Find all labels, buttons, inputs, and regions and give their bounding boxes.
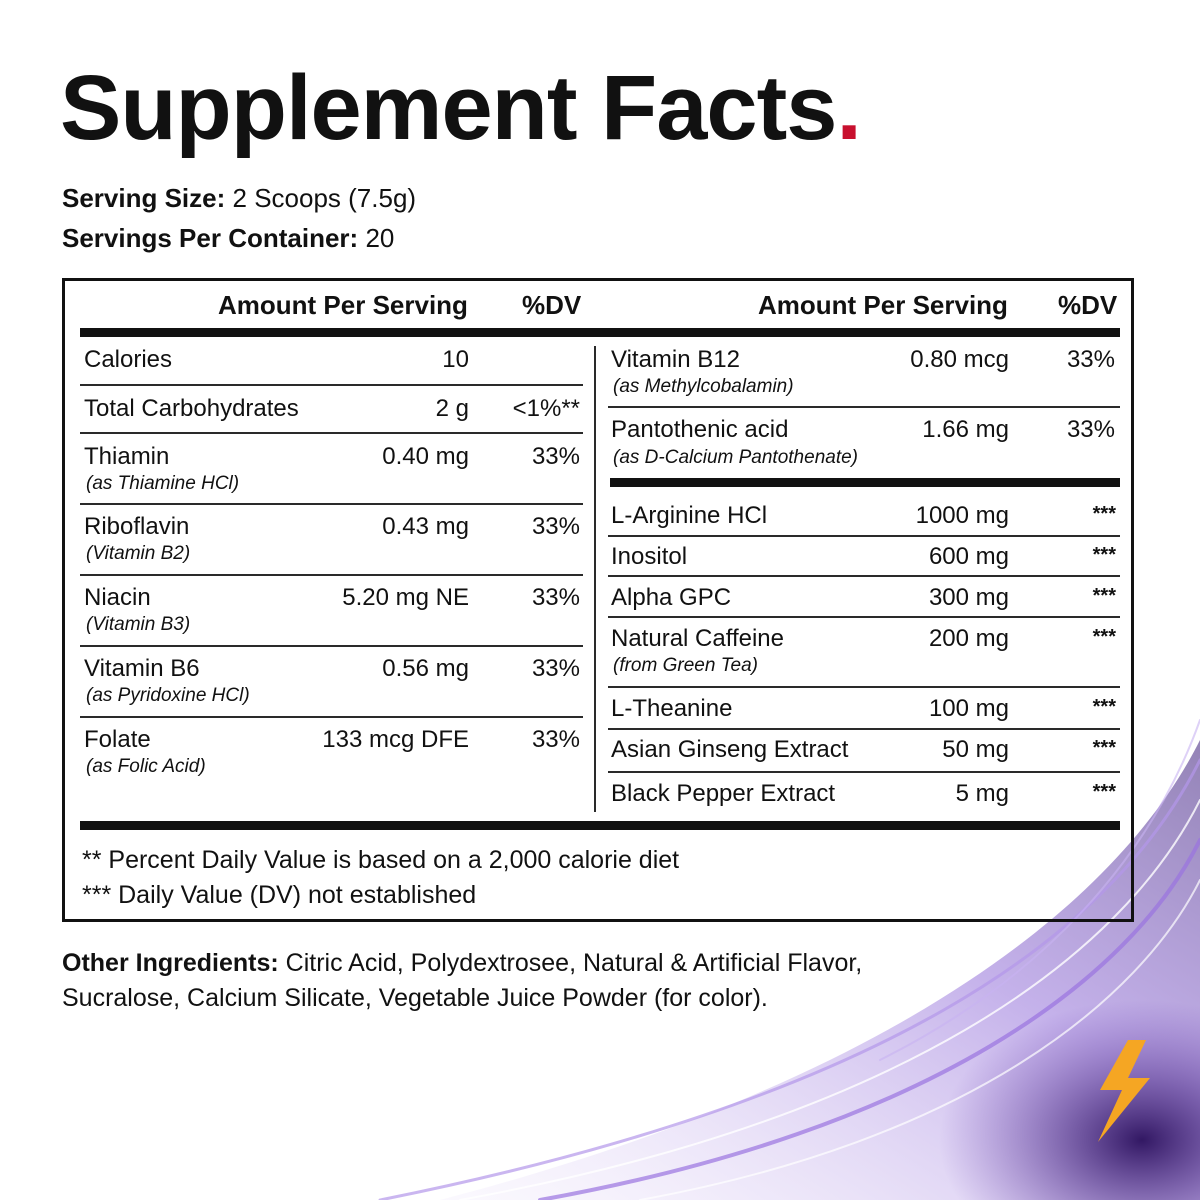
nutrient-name: Folate: [84, 726, 151, 753]
nutrient-name: Black Pepper Extract: [611, 780, 836, 807]
nutrient-dv: 33%: [531, 655, 580, 682]
nutrient-amount: 0.40 mg: [382, 443, 469, 470]
nutrient-name: Natural Caffeine: [611, 625, 784, 652]
row-divider: [80, 384, 583, 386]
title-accent-dot: .: [836, 57, 862, 159]
row-divider: [80, 432, 583, 434]
nutrient-amount: 5 mg: [955, 780, 1009, 807]
nutrient-dv: 33%: [531, 513, 580, 540]
nutrient-name: Pantothenic acid: [611, 416, 789, 443]
serving-size: Serving Size: 2 Scoops (7.5g): [62, 183, 417, 213]
row-divider: [608, 771, 1120, 773]
nutrient-source: (as D-Calcium Pantothenate): [613, 447, 858, 468]
facts-panel: [62, 278, 1134, 922]
nutrient-amount: 1.66 mg: [922, 416, 1009, 443]
nutrient-amount: 2 g: [435, 395, 469, 422]
row-divider: [608, 686, 1120, 688]
right-amount-header: Amount Per Serving: [758, 290, 1008, 320]
nutrient-dv: ***: [1092, 585, 1116, 607]
nutrient-amount: 133 mcg DFE: [322, 726, 469, 753]
nutrient-dv: 33%: [1066, 346, 1115, 373]
lightning-bolt-icon: [1098, 1040, 1150, 1142]
row-divider: [80, 645, 583, 647]
nutrient-source: (as Pyridoxine HCl): [86, 685, 250, 706]
left-dv-header: %DV: [522, 290, 582, 320]
nutrient-name: Thiamin: [84, 443, 170, 470]
nutrient-name: Vitamin B6: [84, 655, 200, 682]
nutrient-amount: 10: [442, 346, 469, 373]
footer-divider: [80, 821, 1120, 830]
nutrient-source: (as Folic Acid): [86, 756, 206, 777]
nutrient-source: (Vitamin B2): [86, 543, 191, 564]
other-ingredients: Other Ingredients: Citric Acid, Polydext…: [62, 949, 863, 1012]
nutrient-name: Vitamin B12: [611, 346, 740, 373]
nutrient-name: L-Theanine: [611, 695, 733, 722]
nutrient-amount: 600 mg: [928, 543, 1009, 570]
nutrient-amount: 0.80 mcg: [910, 346, 1009, 373]
nutrient-dv: 33%: [531, 584, 580, 611]
nutrient-source: (as Thiamine HCl): [86, 473, 240, 494]
nutrient-amount: 300 mg: [928, 584, 1009, 611]
nutrient-name: Riboflavin: [84, 513, 190, 540]
row-divider: [80, 574, 583, 576]
page-title: Supplement Facts.: [60, 57, 862, 159]
nutrient-dv: ***: [1092, 503, 1116, 525]
nutrient-amount: 200 mg: [928, 625, 1009, 652]
row-divider: [608, 616, 1120, 618]
row-divider: [608, 575, 1120, 577]
nutrient-amount: 5.20 mg NE: [342, 584, 469, 611]
nutrient-dv: 33%: [531, 726, 580, 753]
header-divider: [80, 328, 1120, 337]
nutrient-name: Inositol: [611, 543, 688, 570]
row-divider: [608, 406, 1120, 408]
nutrient-name: Alpha GPC: [611, 584, 732, 611]
nutrient-source: (from Green Tea): [613, 655, 759, 676]
row-divider: [608, 535, 1120, 537]
nutrient-amount: 0.56 mg: [382, 655, 469, 682]
footnote-daily-value: ** Percent Daily Value is based on a 2,0…: [82, 846, 680, 874]
nutrient-source: (Vitamin B3): [86, 614, 191, 635]
nutrient-source: (as Methylcobalamin): [613, 376, 794, 397]
column-separator: [594, 346, 596, 812]
nutrient-name: Niacin: [84, 584, 151, 611]
nutrient-dv: ***: [1092, 696, 1116, 718]
right-dv-header: %DV: [1058, 290, 1118, 320]
nutrient-dv: ***: [1092, 737, 1116, 759]
nutrient-amount: 100 mg: [928, 695, 1009, 722]
nutrient-dv: 33%: [531, 443, 580, 470]
row-divider: [80, 503, 583, 505]
row-divider: [80, 716, 583, 718]
left-amount-header: Amount Per Serving: [218, 290, 468, 320]
nutrient-amount: 50 mg: [942, 736, 1009, 763]
servings-per-container: Servings Per Container: 20: [62, 223, 395, 253]
nutrient-name: Asian Ginseng Extract: [611, 736, 849, 763]
footnote-not-established: *** Daily Value (DV) not established: [82, 881, 477, 909]
nutrient-dv: ***: [1092, 544, 1116, 566]
nutrient-dv: <1%**: [512, 395, 580, 422]
nutrient-name: Calories: [84, 346, 173, 373]
nutrient-name: L-Arginine HCl: [611, 502, 768, 529]
nutrient-dv: ***: [1092, 626, 1116, 648]
nutrient-amount: 0.43 mg: [382, 513, 469, 540]
nutrient-name: Total Carbohydrates: [84, 395, 299, 422]
row-divider: [608, 728, 1120, 730]
nutrient-amount: 1000 mg: [915, 502, 1009, 529]
vitamin-divider: [610, 478, 1120, 487]
nutrient-dv: ***: [1092, 781, 1116, 803]
nutrient-dv: 33%: [1066, 416, 1115, 443]
